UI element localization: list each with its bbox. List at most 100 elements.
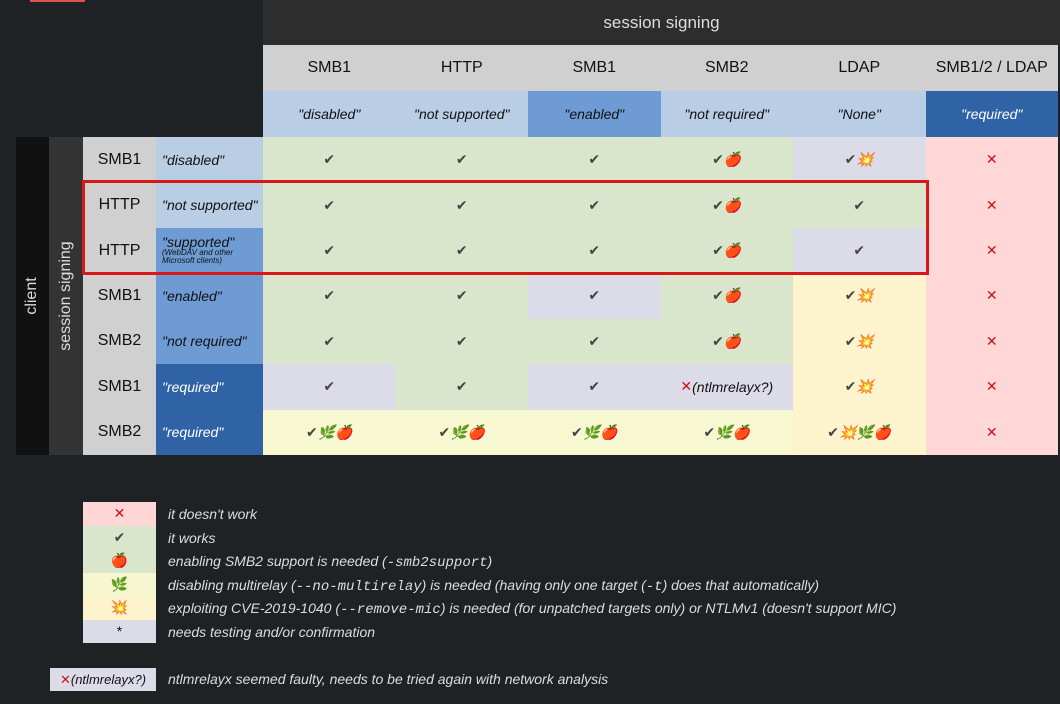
cell: ✔ 🍎: [660, 182, 793, 228]
column-setting: "None": [793, 91, 926, 137]
column-setting: "not required": [660, 91, 793, 137]
legend-text: exploiting CVE-2019-1040 (--remove-mic) …: [168, 600, 896, 618]
cell: ✕: [925, 182, 1058, 228]
cell: ✔: [263, 273, 396, 319]
legend-symbol: ✔: [83, 525, 156, 549]
cell: ✔: [263, 364, 396, 410]
legend-part: disabling multirelay (: [168, 576, 296, 593]
cell: ✔: [395, 227, 528, 274]
legend-code: --remove-mic: [340, 602, 441, 618]
column-setting: "enabled": [528, 91, 661, 137]
side-title: client: [23, 277, 40, 315]
cell: ✔ 🌿 🍎: [263, 409, 396, 455]
legend-text: disabling multirelay (--no-multirelay) i…: [168, 577, 819, 595]
legend-symbol: 🍎: [83, 549, 156, 573]
cell: ✔ 🌿 🍎: [395, 409, 528, 455]
row-protocol: HTTP: [83, 227, 156, 274]
cell: ✔ 💥 🌿 🍎: [793, 409, 926, 455]
cell: ✔: [395, 318, 528, 365]
cell: ✕: [925, 409, 1058, 455]
legend-symbol: 🌿: [83, 572, 156, 596]
cell: ✔: [793, 182, 926, 228]
cell: ✔: [528, 364, 661, 410]
row-setting-text: "not required": [162, 333, 247, 350]
row-setting-text: "required": [162, 378, 224, 395]
cell: ✔: [395, 182, 528, 228]
cell: ✔ 🌿 🍎: [660, 409, 793, 455]
legend-part: it works: [168, 529, 216, 546]
legend-part: needs testing and/or confirmation: [168, 623, 376, 640]
row-setting: "not required": [156, 318, 263, 365]
cell: ✔: [528, 273, 661, 319]
note-symbol: ✕(n t l m r e l a y x?): [50, 668, 156, 691]
cell: ✔ 🌿 🍎: [528, 409, 661, 455]
legend-symbol: *: [83, 619, 156, 643]
legend-code: --no-multirelay: [295, 578, 422, 595]
column-protocol: LDAP: [793, 45, 926, 91]
cell: ✔: [793, 227, 926, 274]
column-protocol: SMB1: [263, 45, 396, 91]
cell: ✔: [263, 318, 396, 365]
legend-part: ) is needed (for unpatched targets only)…: [440, 600, 897, 616]
row-protocol: SMB2: [83, 318, 156, 365]
cell: ✕: [925, 364, 1058, 410]
legend-text: it doesn't work: [168, 506, 257, 522]
row-setting: "not supported": [156, 182, 263, 228]
corner-mark: [30, 0, 85, 2]
side-subtitle: session signing: [57, 241, 74, 351]
cell: ✔ 💥: [793, 364, 926, 410]
legend-part: ) does that automatically): [662, 576, 819, 593]
cell: ✕(n t l m r e l a y x?): [660, 364, 793, 410]
cell: ✔ 💥: [793, 318, 926, 365]
row-protocol: SMB1: [83, 273, 156, 319]
legend-part: ): [487, 553, 493, 569]
cell: ✔: [263, 137, 396, 183]
legend-text: enabling SMB2 support is needed (-smb2su…: [168, 553, 492, 571]
header-title: session signing: [263, 0, 1060, 45]
cell: ✔: [395, 364, 528, 410]
legend-part: it doesn't work: [168, 506, 258, 522]
legend-symbol: ✕: [83, 502, 156, 526]
legend-part: enabling SMB2 support is needed (: [168, 553, 387, 569]
row-protocol: SMB1: [83, 137, 156, 183]
cell: ✔ 🍎: [660, 137, 793, 183]
legend-text: needs testing and/or confirmation: [168, 624, 375, 640]
row-setting-note: (WebDAV and other Microsoft clients): [162, 248, 234, 266]
row-setting: "supported" (WebDAV and other Microsoft c…: [156, 227, 263, 274]
row-protocol: SMB1: [83, 364, 156, 410]
row-protocol: SMB2: [83, 409, 156, 455]
row-setting: "enabled": [156, 273, 263, 319]
column-setting: "not supported": [395, 91, 528, 137]
cell: ✔ 🍎: [660, 227, 793, 274]
row-setting: "disabled": [156, 137, 263, 183]
legend-part: exploiting CVE-2019-1040 (: [168, 600, 340, 616]
legend-text: it works: [168, 530, 215, 546]
row-setting-text: "required": [162, 424, 224, 441]
cell: ✕: [925, 137, 1058, 183]
cell: ✕: [925, 227, 1058, 274]
note-text: ntlmrelayx seemed faulty, needs to be tr…: [168, 671, 609, 687]
cell: ✔: [395, 273, 528, 319]
cell: ✔: [263, 227, 396, 274]
cell: ✔: [263, 182, 396, 228]
row-setting-text: "disabled": [162, 151, 225, 168]
row-setting-text: "enabled": [162, 287, 222, 304]
cell: ✔ 🍎: [660, 318, 793, 365]
cell: ✔: [528, 182, 661, 228]
column-protocol: HTTP: [395, 45, 528, 91]
row-setting: "required": [156, 364, 263, 410]
cell: ✔: [528, 318, 661, 365]
row-protocol: HTTP: [83, 182, 156, 228]
legend-symbol: 💥: [83, 596, 156, 620]
column-setting: "disabled": [263, 91, 396, 137]
legend-part: ) is needed (having only one target (: [421, 576, 646, 593]
cell: ✔: [528, 227, 661, 274]
cell: ✕: [925, 318, 1058, 365]
row-setting: "required": [156, 409, 263, 455]
column-protocol: SMB2: [660, 45, 793, 91]
column-protocol: SMB1: [528, 45, 661, 91]
cell: ✔: [528, 137, 661, 183]
cell: ✔ 🍎: [660, 273, 793, 319]
legend-code: -t: [645, 578, 663, 595]
